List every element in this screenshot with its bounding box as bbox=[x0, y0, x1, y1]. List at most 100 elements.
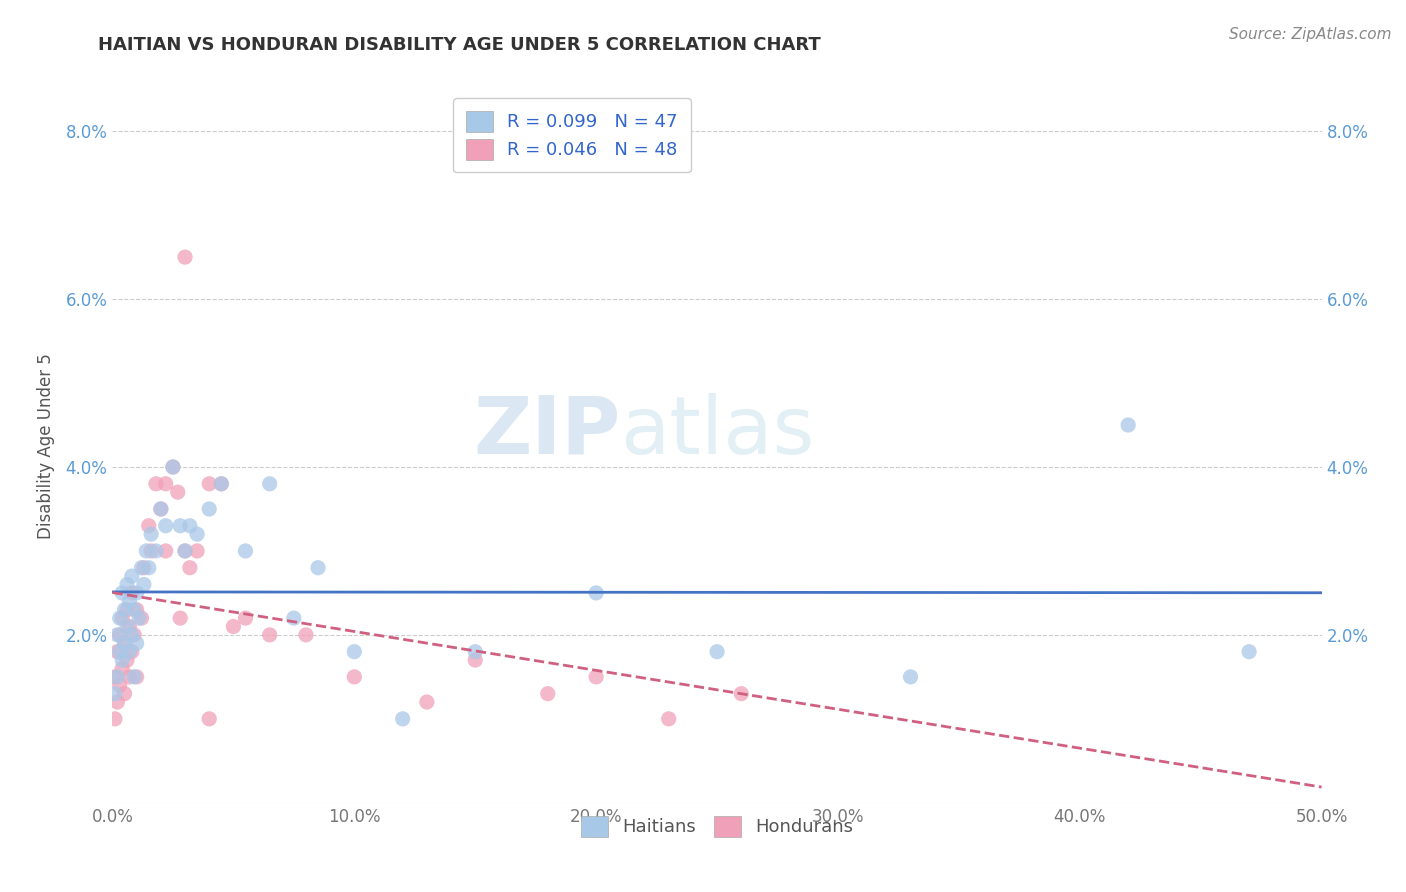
Point bbox=[115, 603, 138, 617]
Point bbox=[121, 628, 143, 642]
Point bbox=[121, 586, 143, 600]
Point bbox=[104, 712, 127, 726]
Point bbox=[179, 518, 201, 533]
Point bbox=[1116, 417, 1139, 432]
Point bbox=[111, 653, 134, 667]
Text: atlas: atlas bbox=[620, 392, 814, 471]
Point bbox=[114, 636, 136, 650]
Point bbox=[198, 502, 221, 516]
Point bbox=[125, 603, 148, 617]
Point bbox=[464, 645, 486, 659]
Point bbox=[121, 569, 143, 583]
Point bbox=[138, 560, 160, 574]
Point bbox=[115, 619, 138, 633]
Point bbox=[108, 628, 131, 642]
Point bbox=[537, 687, 560, 701]
Point bbox=[145, 476, 167, 491]
Point bbox=[149, 502, 172, 516]
Point bbox=[122, 670, 145, 684]
Point bbox=[259, 476, 281, 491]
Point bbox=[166, 485, 188, 500]
Point bbox=[115, 653, 138, 667]
Point bbox=[114, 603, 136, 617]
Text: Source: ZipAtlas.com: Source: ZipAtlas.com bbox=[1229, 27, 1392, 42]
Point bbox=[174, 544, 197, 558]
Point bbox=[235, 611, 257, 625]
Point bbox=[295, 628, 318, 642]
Point bbox=[283, 611, 305, 625]
Point bbox=[105, 670, 128, 684]
Point bbox=[179, 560, 201, 574]
Point bbox=[111, 611, 134, 625]
Point bbox=[198, 712, 221, 726]
Point bbox=[132, 560, 155, 574]
Point bbox=[162, 460, 184, 475]
Point bbox=[115, 577, 138, 591]
Point bbox=[174, 544, 197, 558]
Text: HAITIAN VS HONDURAN DISABILITY AGE UNDER 5 CORRELATION CHART: HAITIAN VS HONDURAN DISABILITY AGE UNDER… bbox=[98, 36, 821, 54]
Point bbox=[118, 670, 141, 684]
Point bbox=[149, 502, 172, 516]
Point bbox=[122, 603, 145, 617]
Point bbox=[105, 645, 128, 659]
Point bbox=[132, 577, 155, 591]
Point bbox=[125, 636, 148, 650]
Point bbox=[391, 712, 413, 726]
Point bbox=[307, 560, 329, 574]
Point bbox=[730, 687, 752, 701]
Point bbox=[105, 695, 128, 709]
Point bbox=[108, 678, 131, 692]
Point bbox=[108, 645, 131, 659]
Point bbox=[169, 611, 191, 625]
Point bbox=[155, 518, 177, 533]
Point bbox=[118, 594, 141, 608]
Point bbox=[122, 628, 145, 642]
Point bbox=[174, 250, 197, 264]
Point bbox=[141, 544, 163, 558]
Point bbox=[138, 518, 160, 533]
Point bbox=[104, 687, 127, 701]
Point bbox=[222, 619, 245, 633]
Point bbox=[118, 645, 141, 659]
Point bbox=[186, 544, 208, 558]
Point bbox=[155, 476, 177, 491]
Point bbox=[259, 628, 281, 642]
Point bbox=[125, 670, 148, 684]
Point bbox=[706, 645, 728, 659]
Point bbox=[235, 544, 257, 558]
Point bbox=[108, 611, 131, 625]
Point bbox=[114, 636, 136, 650]
Point bbox=[169, 518, 191, 533]
Point bbox=[111, 586, 134, 600]
Point bbox=[585, 586, 607, 600]
Point bbox=[209, 476, 232, 491]
Point bbox=[209, 476, 232, 491]
Y-axis label: Disability Age Under 5: Disability Age Under 5 bbox=[37, 353, 55, 539]
Point bbox=[114, 687, 136, 701]
Point bbox=[145, 544, 167, 558]
Point bbox=[125, 586, 148, 600]
Point bbox=[343, 645, 366, 659]
Point bbox=[141, 527, 163, 541]
Point bbox=[464, 653, 486, 667]
Point bbox=[128, 611, 150, 625]
Point bbox=[131, 560, 153, 574]
Legend: Haitians, Hondurans: Haitians, Hondurans bbox=[574, 808, 860, 844]
Point bbox=[104, 670, 127, 684]
Point bbox=[585, 670, 607, 684]
Point bbox=[1237, 645, 1260, 659]
Point bbox=[900, 670, 922, 684]
Point bbox=[186, 527, 208, 541]
Point bbox=[416, 695, 439, 709]
Point bbox=[198, 476, 221, 491]
Point bbox=[121, 645, 143, 659]
Text: ZIP: ZIP bbox=[472, 392, 620, 471]
Point bbox=[135, 544, 157, 558]
Point bbox=[131, 611, 153, 625]
Point bbox=[155, 544, 177, 558]
Point bbox=[162, 460, 184, 475]
Point bbox=[118, 619, 141, 633]
Point bbox=[343, 670, 366, 684]
Point bbox=[111, 661, 134, 675]
Point bbox=[105, 628, 128, 642]
